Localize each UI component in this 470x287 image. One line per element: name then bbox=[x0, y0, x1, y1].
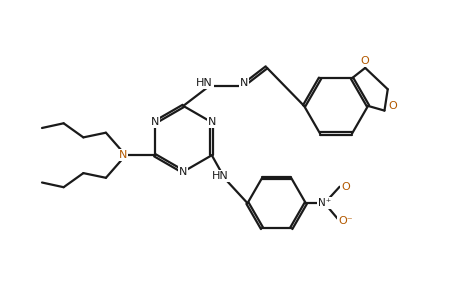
Text: N: N bbox=[208, 117, 216, 127]
Text: HN: HN bbox=[212, 171, 228, 181]
Text: N: N bbox=[179, 167, 188, 177]
Text: O: O bbox=[360, 56, 368, 66]
Text: N: N bbox=[240, 78, 249, 88]
Text: O: O bbox=[389, 101, 397, 111]
Text: N: N bbox=[119, 150, 127, 160]
Text: O⁻: O⁻ bbox=[338, 216, 352, 226]
Text: N: N bbox=[150, 117, 159, 127]
Text: N⁺: N⁺ bbox=[318, 198, 331, 208]
Text: O: O bbox=[341, 182, 350, 192]
Text: HN: HN bbox=[196, 78, 213, 88]
